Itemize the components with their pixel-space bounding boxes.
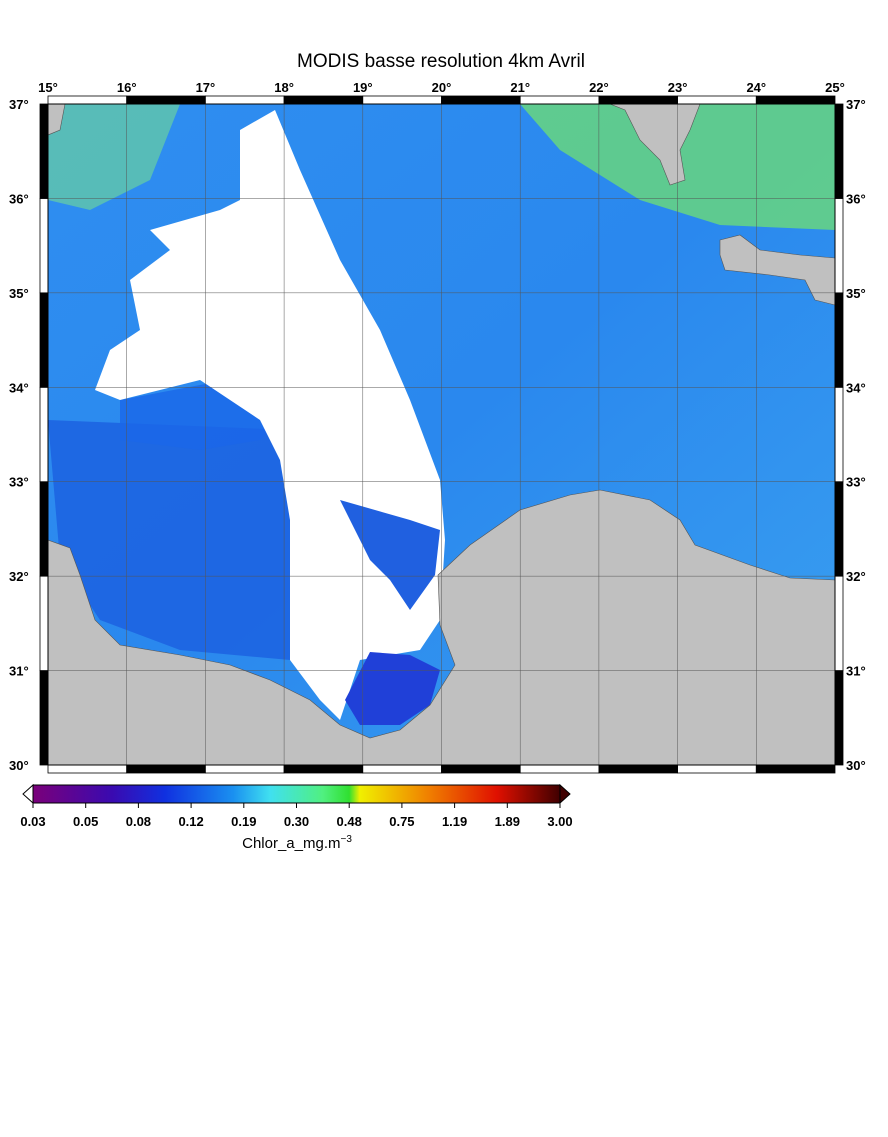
lat-label: 31°: [9, 664, 29, 679]
colorbar-tick-label: 1.19: [442, 814, 467, 829]
lat-label: 37°: [9, 97, 29, 112]
lon-label: 17°: [196, 80, 216, 95]
map-frame: [39, 95, 844, 774]
frame-segment: [47, 764, 128, 774]
lon-label: 25°: [825, 80, 845, 95]
frame-border: [47, 103, 836, 766]
colorbar-label-exponent: −3: [340, 834, 352, 845]
colorbar-tick-label: 0.12: [178, 814, 203, 829]
frame-segment: [834, 103, 844, 199]
graticule: [48, 104, 835, 765]
colorbar-ramp: [32, 784, 561, 804]
frame-segment: [204, 764, 285, 774]
colorbar-tick-label: 0.19: [231, 814, 256, 829]
frame-segment: [834, 198, 844, 294]
colorbar-label: Chlor_a_mg.m−3: [242, 834, 352, 852]
lon-label: 19°: [353, 80, 373, 95]
frame-segment: [39, 198, 49, 294]
lat-label: 33°: [9, 475, 29, 490]
frame-segment: [677, 764, 757, 774]
frame-segment: [362, 95, 442, 105]
colorbar-under: [22, 783, 34, 805]
lat-label: 34°: [9, 380, 29, 395]
colorbar-tick-label: 0.75: [389, 814, 414, 829]
lon-label: 22°: [589, 80, 609, 95]
frame-segment: [39, 670, 49, 766]
lat-label: 34°: [846, 380, 866, 395]
frame-segment: [39, 575, 49, 671]
frame-segment: [834, 292, 844, 388]
lat-label: 37°: [846, 97, 866, 112]
low-chlorophyll: [48, 420, 290, 660]
land-crete: [719, 234, 835, 306]
lat-label: 35°: [846, 286, 866, 301]
lat-label: 35°: [9, 286, 29, 301]
frame-segment: [126, 764, 206, 774]
lat-label: 32°: [846, 569, 866, 584]
frame-segment: [834, 481, 844, 577]
colorbar-tick-label: 0.30: [284, 814, 309, 829]
cloud-mask: [95, 110, 445, 720]
frame-segment: [519, 95, 600, 105]
lat-label: 33°: [846, 475, 866, 490]
lat-label: 30°: [846, 758, 866, 773]
lon-label: 16°: [117, 80, 137, 95]
frame-segment: [755, 764, 836, 774]
lon-label: 24°: [746, 80, 766, 95]
frame-segment: [598, 95, 679, 105]
frame-segment: [39, 103, 49, 199]
frame-segment: [598, 764, 679, 774]
lat-label: 36°: [846, 191, 866, 206]
frame-segment: [283, 95, 364, 105]
colorbar-tick-label: 1.89: [495, 814, 520, 829]
frame-segment: [441, 764, 521, 774]
frame-segment: [834, 386, 844, 483]
frame-segment: [755, 95, 836, 105]
colorbar-tick-label: 0.05: [73, 814, 98, 829]
frame-segment: [47, 95, 128, 105]
lon-label: 20°: [432, 80, 452, 95]
colorbar-label-text: Chlor_a_mg.m: [242, 835, 340, 852]
frame-segment: [441, 95, 521, 105]
lon-label: 18°: [274, 80, 294, 95]
chlorophyll-patch: [48, 104, 180, 210]
frame-segment: [834, 670, 844, 766]
land-sicily: [48, 104, 66, 136]
frame-segment: [283, 764, 364, 774]
low-chlorophyll: [345, 652, 440, 725]
frame-segment: [39, 386, 49, 483]
lon-label: 15°: [38, 80, 58, 95]
low-chlorophyll: [340, 500, 440, 610]
colorbar: Chlor_a_mg.m−3 0.03 0.05 0.08 0.12 0.19 0.30 0…: [20, 783, 573, 852]
lon-label: 23°: [668, 80, 688, 95]
colorbar-tick-label: 0.48: [337, 814, 362, 829]
frame-segment: [519, 764, 600, 774]
map-area: [48, 104, 835, 765]
frame-segment: [362, 764, 442, 774]
colorbar-tick-label: 3.00: [547, 814, 572, 829]
lat-label: 31°: [846, 664, 866, 679]
lon-label: 21°: [510, 80, 530, 95]
frame-segment: [126, 95, 206, 105]
frame-segment: [204, 95, 285, 105]
lat-label: 32°: [9, 569, 29, 584]
colorbar-tick-label: 0.08: [126, 814, 151, 829]
frame-segment: [834, 575, 844, 671]
frame-segment: [39, 481, 49, 577]
colorbar-tick-label: 0.03: [20, 814, 45, 829]
frame-segment: [39, 292, 49, 388]
lat-label: 36°: [9, 191, 29, 206]
map-title: MODIS basse resolution 4km Avril: [297, 51, 585, 72]
colorbar-over: [559, 783, 571, 805]
frame-segment: [677, 95, 757, 105]
lat-label: 30°: [9, 758, 29, 773]
